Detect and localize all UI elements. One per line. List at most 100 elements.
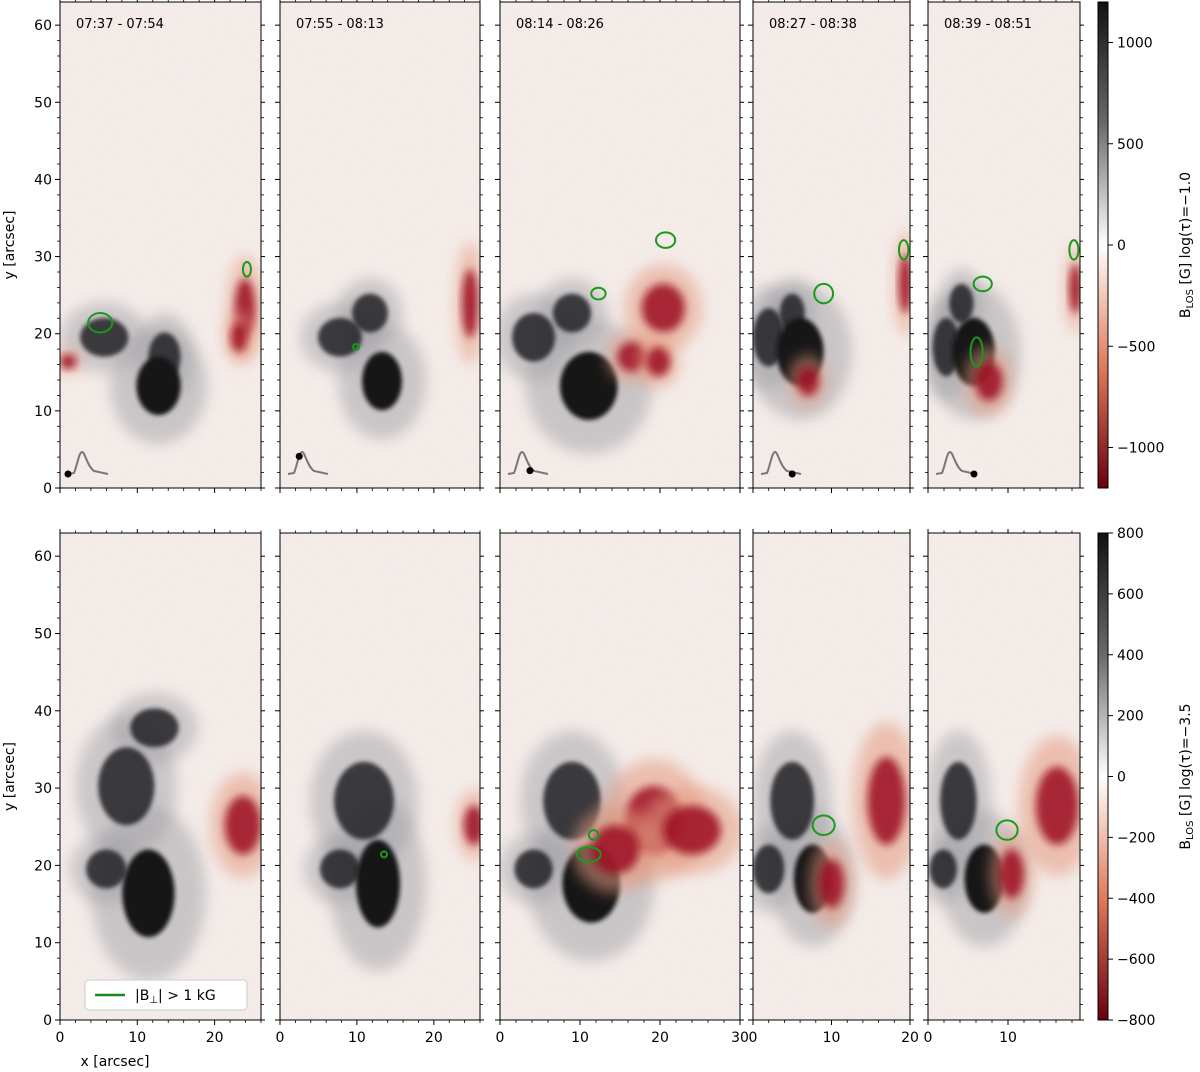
top-panel-1-frame — [59, 1, 262, 489]
bot-panel-2 — [275, 529, 484, 1025]
xtick-label: 20 — [425, 1030, 443, 1046]
ytick-label: 40 — [34, 704, 52, 720]
bot-panel-3-frame — [499, 532, 741, 1021]
top-panel-5-image — [928, 2, 1080, 488]
top-panel-5 — [923, 0, 1084, 493]
top-colorbar-tick-label: 0 — [1117, 238, 1126, 254]
light-curve-marker — [970, 470, 978, 478]
bot-panel-1 — [55, 529, 265, 1025]
top-panel-4 — [748, 0, 914, 493]
xtick-label: 0 — [749, 1030, 758, 1046]
bot-panel-2-image — [280, 533, 480, 1020]
top-colorbar-tick-label: −500 — [1117, 339, 1155, 355]
bottom-colorbar-label: BLOS [G] log(τ)=−3.5 — [1178, 703, 1196, 849]
top-colorbar-tick-label: −1000 — [1117, 441, 1164, 457]
panel-time-range: 07:37 - 07:54 — [76, 17, 164, 32]
light-curve-marker — [788, 470, 796, 478]
top-panel-3-contour-1 — [590, 286, 607, 301]
panels-layer — [55, 0, 1084, 1025]
bottom-colorbar-tick-label: −600 — [1117, 952, 1155, 968]
ytick-label: 60 — [34, 18, 52, 34]
bot-panel-5-image — [928, 533, 1080, 1020]
panel-time-range: 07:55 - 08:13 — [296, 17, 384, 32]
ytick-label: 20 — [34, 327, 52, 343]
top-panel-1-image — [60, 2, 261, 488]
top-panel-1 — [55, 0, 265, 493]
bottom-colorbar-bar — [1097, 532, 1109, 1021]
ytick-label: 10 — [34, 936, 52, 952]
panel-time-range: 08:27 - 08:38 — [769, 17, 857, 32]
bottom-colorbar-tick-label: 200 — [1117, 709, 1144, 725]
top-colorbar-tick-label: 1000 — [1117, 36, 1153, 52]
top-panel-5-contour-2 — [972, 275, 993, 293]
ytick-label: 0 — [43, 481, 52, 497]
xtick-label: 10 — [348, 1030, 366, 1046]
xtick-label: 30 — [731, 1030, 749, 1046]
top-panel-4-image — [753, 2, 910, 488]
bot-panel-3-contour-1 — [575, 846, 602, 863]
xtick-label: 10 — [823, 1030, 841, 1046]
bot-panel-1-image — [60, 533, 261, 1020]
top-panel-2-image — [280, 2, 480, 488]
ytick-label: 30 — [34, 250, 52, 266]
legend-box — [84, 979, 248, 1011]
xtick-label: 0 — [924, 1030, 933, 1046]
bottom-colorbar-tick-label: 400 — [1117, 648, 1144, 664]
bottom-colorbar-tick-label: 600 — [1117, 587, 1144, 603]
ytick-label: 30 — [34, 781, 52, 797]
bot-panel-5-contour-1 — [995, 819, 1019, 841]
top-panel-5-contour-3 — [1068, 239, 1080, 261]
top-panel-4-contour-2 — [898, 239, 910, 261]
top-colorbar-tick-label: 500 — [1117, 137, 1144, 153]
bot-panel-5 — [923, 529, 1084, 1025]
bottom-colorbar-tick-label: −800 — [1117, 1013, 1155, 1029]
light-curve-inset — [67, 450, 109, 475]
bot-panel-2-contour-1 — [380, 850, 388, 859]
top-panel-3-frame — [499, 1, 741, 489]
labels-layer: 0 10 20 30 40 50 60 07:37 - 07:54 07:55 - 08:13 0… — [2, 17, 1032, 1070]
top-panel-3-contour-2 — [655, 231, 677, 249]
ytick-label: 50 — [34, 95, 52, 111]
bot-panel-3 — [495, 529, 744, 1025]
light-curve-marker — [64, 470, 72, 478]
bot-panel-1-frame — [59, 532, 262, 1021]
colorbars-layer: 1000 500 0 −500 −1000 BLOS [G] log(τ)=−1.0 800… — [1097, 1, 1196, 1029]
panel-time-range: 08:14 - 08:26 — [516, 17, 604, 32]
top-panel-2-frame — [279, 1, 481, 489]
top-colorbar-bar — [1097, 1, 1109, 489]
xtick-label: 10 — [999, 1030, 1017, 1046]
top-colorbar: 1000 500 0 −500 −1000 BLOS [G] log(τ)=−1.0 — [1097, 1, 1196, 489]
top-panel-1-contour-1 — [87, 312, 114, 334]
bottom-colorbar-tick-label: −200 — [1117, 830, 1155, 846]
xtick-label: 10 — [571, 1030, 589, 1046]
light-curve-inset — [935, 450, 977, 475]
light-curve-marker — [295, 452, 303, 460]
bot-panel-5-frame — [927, 532, 1081, 1021]
xtick-label: 0 — [496, 1030, 505, 1046]
bottom-colorbar: 800 600 400 200 0 −200 −400 −600 −800 BLOS [G] lo… — [1097, 526, 1196, 1029]
top-colorbar-label: BLOS [G] log(τ)=−1.0 — [1178, 172, 1196, 318]
ytick-label: 0 — [43, 1013, 52, 1029]
bot-panel-4 — [748, 529, 914, 1025]
bot-panel-4-contour-1 — [811, 814, 836, 836]
xtick-label: 20 — [901, 1030, 919, 1046]
top-panel-3-image — [500, 2, 740, 488]
bottom-ylabel: y [arcsec] — [2, 742, 18, 811]
top-ylabel: y [arcsec] — [2, 211, 18, 280]
xtick-label: 10 — [128, 1030, 146, 1046]
xlabel: x [arcsec] — [81, 1054, 150, 1070]
bot-panel-3-contour-2 — [587, 829, 600, 841]
ytick-label: 60 — [34, 549, 52, 565]
ytick-label: 10 — [34, 404, 52, 420]
bot-panel-3-image — [500, 533, 740, 1020]
xtick-label: 20 — [206, 1030, 224, 1046]
legend-label: |B⊥| > 1 kG — [135, 988, 216, 1006]
xtick-label: 0 — [276, 1030, 285, 1046]
ytick-label: 50 — [34, 626, 52, 642]
light-curve-marker — [526, 467, 534, 475]
bot-panel-2-frame — [279, 532, 481, 1021]
top-panel-4-contour-1 — [813, 282, 835, 305]
bot-panel-4-image — [753, 533, 910, 1020]
light-curve-inset — [287, 450, 329, 475]
